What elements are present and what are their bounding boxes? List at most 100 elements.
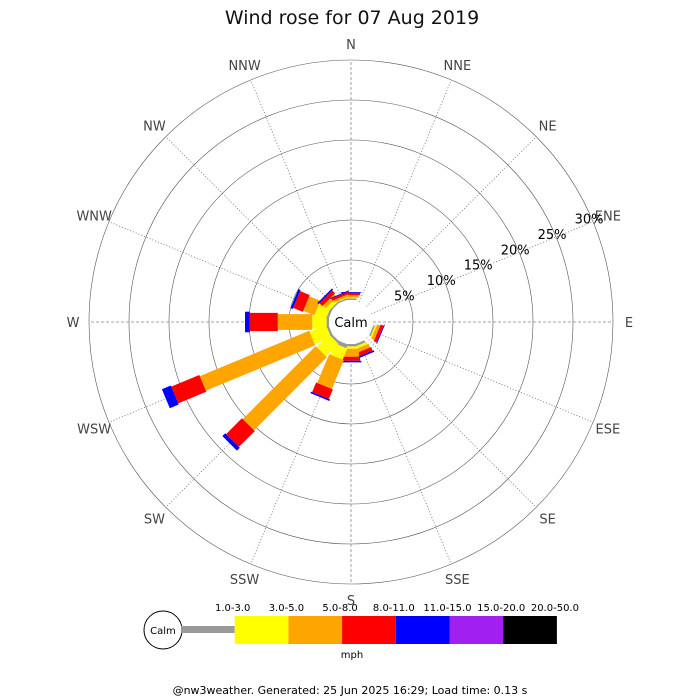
spoke-se bbox=[366, 337, 537, 508]
legend-label-5: 15.0-20.0 bbox=[477, 603, 525, 614]
direction-label-wnw: WNW bbox=[76, 210, 112, 225]
direction-label-nne: NNE bbox=[444, 59, 472, 74]
bar-wnw-bin-4 bbox=[290, 289, 301, 309]
spoke-ese bbox=[371, 330, 594, 423]
spoke-wnw bbox=[108, 221, 331, 314]
bar-w-bin-1 bbox=[312, 315, 327, 329]
spoke-sse bbox=[359, 342, 452, 565]
bar-s-bin-4 bbox=[340, 360, 362, 363]
bar-w-bin-0 bbox=[326, 316, 329, 328]
bar-n-bin-0 bbox=[345, 298, 357, 300]
bar-sw-bin-0 bbox=[329, 333, 340, 344]
spoke-nw bbox=[165, 136, 336, 307]
spoke-ne bbox=[366, 136, 537, 307]
bar-sse-bin-0 bbox=[354, 340, 366, 347]
bar-w-bin-4 bbox=[245, 311, 250, 333]
bar-ssw-bin-0 bbox=[336, 340, 348, 349]
bar-ese-bin-4 bbox=[376, 324, 385, 344]
direction-label-n: N bbox=[346, 38, 356, 53]
bar-ssw-bin-3 bbox=[312, 382, 333, 399]
direction-label-ene: ENE bbox=[595, 210, 621, 225]
bar-nnw-bin-1 bbox=[335, 296, 349, 303]
legend-unit: mph bbox=[341, 650, 363, 661]
ring-label-20: 20% bbox=[501, 243, 530, 258]
bar-wsw-bin-2 bbox=[199, 330, 316, 391]
bar-ese-bin-2 bbox=[371, 324, 381, 341]
legend-label-2: 5.0-8.0 bbox=[322, 603, 357, 614]
bar-sw-bin-1 bbox=[316, 334, 339, 357]
direction-label-ne: NE bbox=[539, 119, 557, 134]
footer-text: @nw3weather. Generated: 25 Jun 2025 16:2… bbox=[173, 684, 528, 697]
bar-nnw-bin-2 bbox=[333, 294, 349, 303]
legend-swatch-2 bbox=[288, 616, 343, 644]
bar-nw-bin-4 bbox=[317, 288, 334, 305]
ring-label-10: 10% bbox=[427, 274, 456, 289]
bar-sw-bin-3 bbox=[226, 418, 255, 447]
direction-label-w: W bbox=[67, 316, 80, 331]
bar-wsw-bin-0 bbox=[326, 325, 333, 337]
legend-label-1: 3.0-5.0 bbox=[269, 603, 304, 614]
spoke-nne bbox=[359, 79, 452, 302]
legend-swatch-3 bbox=[342, 616, 396, 644]
wind-bars bbox=[161, 288, 385, 451]
legend-swatch-5 bbox=[449, 616, 504, 644]
legend-label-6: 20.0-50.0 bbox=[531, 603, 579, 614]
direction-label-nw: NW bbox=[143, 119, 166, 134]
ring-30 bbox=[88, 59, 614, 585]
bar-wsw-bin-3 bbox=[171, 375, 207, 404]
bar-ssw-bin-4 bbox=[310, 391, 331, 401]
legend-swatch-0 bbox=[181, 626, 235, 633]
spoke-ene bbox=[371, 221, 594, 314]
legend-swatch-4 bbox=[395, 616, 450, 644]
bar-sw-bin-2 bbox=[242, 346, 327, 431]
direction-label-ssw: SSW bbox=[230, 573, 260, 588]
direction-label-e: E bbox=[625, 316, 633, 331]
bar-wnw-bin-2 bbox=[303, 296, 321, 316]
bar-ese-bin-1 bbox=[370, 324, 377, 338]
bar-s-bin-3 bbox=[341, 356, 361, 361]
legend-swatch-1 bbox=[234, 616, 289, 644]
ring-label-15: 15% bbox=[464, 259, 493, 274]
bar-s-bin-0 bbox=[345, 344, 357, 347]
speed-legend: Calm mph 1.0-3.0 3.0-5.0 5.0-8.0 8.0-11.0 11… bbox=[143, 603, 579, 661]
legend-label-0: 1.0-3.0 bbox=[215, 603, 250, 614]
bar-wnw-bin-3 bbox=[293, 291, 310, 312]
legend-calm-label: Calm bbox=[150, 626, 176, 637]
bar-nw-bin-3 bbox=[319, 290, 336, 307]
bar-nw-bin-0 bbox=[330, 301, 340, 311]
bar-wsw-bin-4 bbox=[161, 385, 179, 409]
ring-label-5: 5% bbox=[394, 289, 415, 304]
bar-s-bin-1 bbox=[344, 346, 358, 349]
spoke-nnw bbox=[250, 79, 343, 302]
ring-label-30: 30% bbox=[575, 213, 604, 228]
bar-w-bin-2 bbox=[277, 314, 313, 330]
calm-circle: Calm bbox=[329, 300, 373, 344]
bar-s-bin-2 bbox=[343, 348, 359, 357]
ring-labels: 5% 10% 15% 20% 25% 30% bbox=[394, 213, 604, 305]
ring-label-25: 25% bbox=[538, 228, 567, 243]
chart-title: Wind rose for 07 Aug 2019 bbox=[225, 7, 479, 29]
bar-ese-bin-0 bbox=[369, 325, 375, 337]
legend-swatch-6 bbox=[503, 616, 557, 644]
direction-label-ese: ESE bbox=[595, 422, 620, 437]
legend-label-4: 11.0-15.0 bbox=[423, 603, 471, 614]
bar-sse-bin-3 bbox=[354, 347, 373, 358]
bar-nnw-bin-0 bbox=[336, 298, 348, 304]
calm-label: Calm bbox=[334, 316, 367, 331]
direction-label-sse: SSE bbox=[445, 573, 470, 588]
direction-label-sw: SW bbox=[144, 513, 165, 528]
bar-ese-bin-3 bbox=[373, 324, 384, 343]
direction-label-nnw: NNW bbox=[228, 59, 260, 74]
direction-label-s: S bbox=[347, 594, 355, 609]
bar-wnw-bin-0 bbox=[326, 307, 333, 319]
direction-label-wsw: WSW bbox=[77, 422, 111, 437]
bar-w-bin-3 bbox=[249, 312, 278, 332]
bar-wsw-bin-1 bbox=[309, 325, 331, 345]
legend-label-3: 8.0-11.0 bbox=[373, 603, 415, 614]
bar-nnw-bin-3 bbox=[331, 291, 350, 301]
direction-label-se: SE bbox=[539, 513, 555, 528]
bar-nnw-bin-4 bbox=[330, 290, 350, 299]
bar-ssw-bin-2 bbox=[317, 354, 344, 389]
bar-sw-bin-4 bbox=[222, 433, 240, 451]
